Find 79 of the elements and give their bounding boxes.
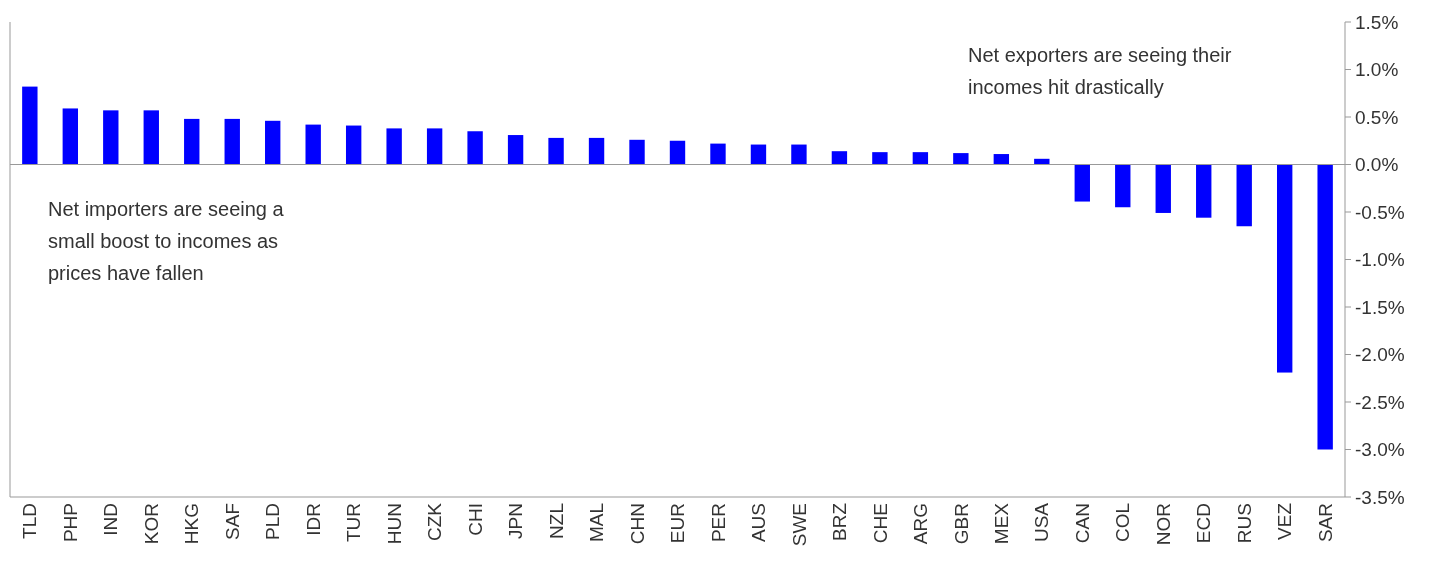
bar — [1277, 164, 1293, 373]
bar — [1155, 164, 1171, 213]
x-tick-label: CHI — [464, 503, 486, 536]
x-tick-label: SAR — [1314, 503, 1336, 543]
x-tick-label: NZL — [545, 503, 567, 539]
x-tick-label: PER — [707, 503, 729, 543]
x-tick-label: PHP — [59, 503, 81, 543]
x-tick-label: BRZ — [829, 502, 851, 541]
x-tick-label: TLD — [19, 503, 41, 539]
x-tick-label: SWE — [788, 503, 810, 547]
x-tick-label: KOR — [140, 503, 162, 545]
x-tick-label: MAL — [586, 503, 608, 543]
bar — [305, 124, 321, 165]
x-tick-label: NOR — [1152, 503, 1174, 546]
y-tick-label: -0.5% — [1355, 201, 1405, 223]
x-tick-label: HKG — [181, 503, 203, 545]
y-tick-label: -2.5% — [1355, 391, 1405, 413]
x-tick-label: RUS — [1233, 503, 1255, 544]
bar — [831, 151, 848, 165]
x-tick-label: USA — [1031, 502, 1053, 543]
bar — [1074, 164, 1090, 202]
x-tick-label: CAN — [1071, 503, 1093, 544]
bar — [507, 135, 524, 165]
bar — [1317, 164, 1333, 450]
y-tick-label: -3.0% — [1355, 439, 1405, 461]
x-tick-label: CHE — [869, 503, 891, 544]
bar — [588, 137, 605, 165]
x-tick-label: CZK — [424, 502, 446, 541]
x-tick-label: PLD — [262, 503, 284, 540]
x-tick-label: SAF — [221, 503, 243, 540]
bar — [993, 154, 1010, 165]
x-tick-label: IND — [100, 503, 122, 536]
bar — [62, 108, 78, 165]
bar — [184, 118, 200, 165]
bar — [22, 86, 38, 165]
bar — [912, 152, 929, 165]
bar — [386, 128, 402, 165]
x-tick-label: CHN — [626, 503, 648, 545]
bar — [143, 110, 159, 165]
bar — [467, 131, 483, 165]
x-tick-label: COL — [1112, 503, 1134, 543]
bar — [548, 137, 564, 165]
y-tick-label: -3.5% — [1355, 486, 1405, 508]
y-tick-label: -1.0% — [1355, 249, 1405, 271]
y-tick-label: 0.5% — [1355, 106, 1399, 128]
x-tick-label: MEX — [990, 502, 1012, 545]
bar — [1196, 164, 1212, 218]
bar — [224, 118, 240, 165]
x-tick-label: IDR — [302, 503, 324, 536]
x-tick-label: ECD — [1193, 503, 1215, 544]
y-tick-label: -2.0% — [1355, 344, 1405, 366]
x-tick-label: VEZ — [1274, 502, 1296, 540]
bar — [1034, 158, 1050, 165]
bar — [872, 152, 888, 165]
annotation: Net exporters are seeing their incomes hit drastically — [968, 44, 1232, 98]
y-tick-label: 0.0% — [1355, 154, 1399, 176]
bar — [103, 110, 119, 165]
bar — [345, 125, 362, 165]
bar — [669, 140, 686, 165]
annotation: Net importers are seeing a small boost to incomes as prices have fallen — [48, 198, 285, 284]
x-tick-label: AUS — [748, 503, 770, 543]
bar — [750, 144, 767, 165]
bar — [953, 153, 969, 165]
y-tick-label: -1.5% — [1355, 296, 1405, 318]
y-tick-label: 1.5% — [1355, 11, 1399, 33]
bar — [265, 120, 281, 165]
x-tick-label: TUR — [343, 503, 365, 543]
x-tick-label: JPN — [505, 503, 527, 539]
bar — [710, 143, 726, 165]
y-tick-label: 1.0% — [1355, 59, 1399, 81]
x-tick-label: HUN — [383, 503, 405, 545]
bar — [1115, 164, 1131, 208]
bar — [1236, 164, 1252, 227]
bar — [791, 144, 807, 165]
bar — [426, 128, 443, 165]
x-tick-label: EUR — [667, 503, 689, 544]
x-tick-label: ARG — [910, 503, 932, 545]
bar — [629, 139, 645, 165]
x-tick-label: GBR — [950, 503, 972, 545]
